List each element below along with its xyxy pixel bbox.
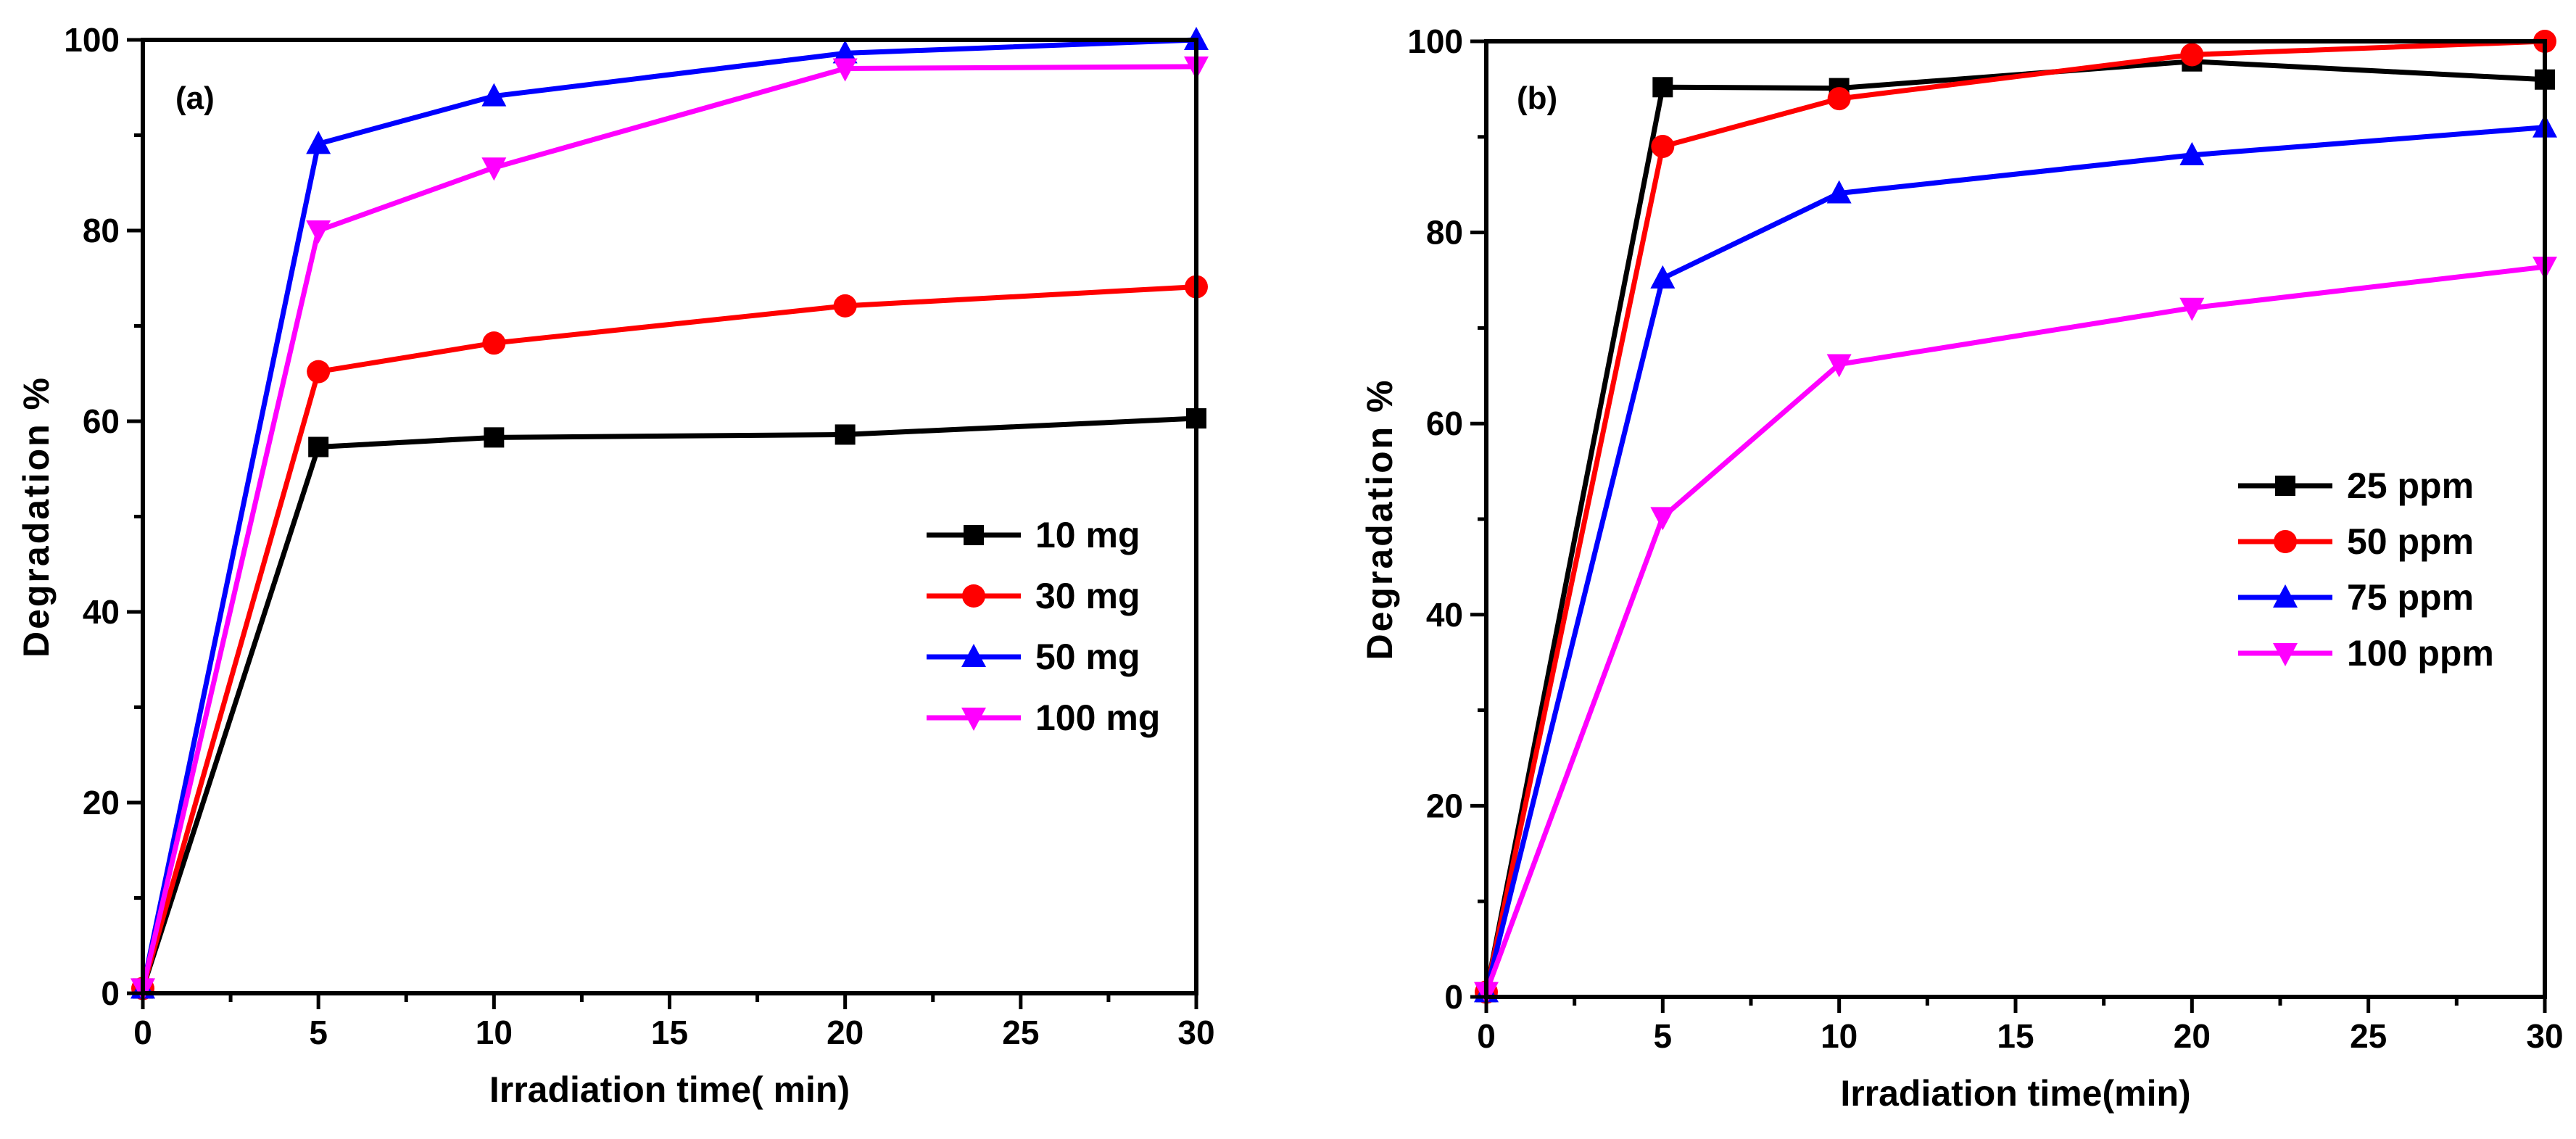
chart-panel-a: 0 5 10 15 20 25 30 0 20 40 60 80 100 Irradiation time… — [16, 21, 1215, 1110]
legend-swatch-marker — [2273, 584, 2298, 608]
x-tick-label: 10 — [476, 1014, 513, 1051]
y-tick-label: 100 — [1407, 22, 1463, 60]
x-tick-label: 20 — [827, 1014, 864, 1051]
data-point — [832, 40, 858, 64]
y-tick-label: 20 — [1426, 787, 1463, 824]
legend-entry: 100 mg — [1035, 697, 1160, 738]
x-tick-label: 0 — [1477, 1017, 1496, 1055]
y-axis-label: Degradation % — [1359, 378, 1400, 660]
x-tick-label: 30 — [1177, 1014, 1214, 1051]
legend-swatch-marker — [2275, 476, 2295, 496]
data-point — [1826, 354, 1852, 378]
x-tick-label: 10 — [1821, 1017, 1858, 1055]
data-point — [307, 360, 331, 384]
x-tick-label: 30 — [2526, 1017, 2563, 1055]
x-tick-label: 15 — [651, 1014, 688, 1051]
data-point — [1650, 507, 1676, 531]
y-tick-label: 0 — [1444, 978, 1463, 1016]
series-line — [1483, 264, 2546, 993]
legend-swatch-marker — [961, 644, 986, 667]
y-axis-label: Degradation % — [16, 376, 57, 658]
data-point — [1826, 180, 1852, 204]
x-tick-label: 25 — [1002, 1014, 1039, 1051]
x-axis-label: Irradiation time( min) — [489, 1069, 850, 1110]
y-tick-label: 20 — [83, 784, 120, 821]
legend-entry: 50 mg — [1035, 637, 1140, 677]
x-axis-label: Irradiation time(min) — [1840, 1073, 2190, 1114]
y-tick-label: 80 — [1426, 214, 1463, 252]
panel-label: (b) — [1517, 80, 1557, 116]
data-point — [308, 436, 329, 457]
legend-entry: 75 ppm — [2347, 577, 2474, 618]
legend-swatch-marker — [962, 584, 985, 608]
data-point — [2179, 141, 2205, 165]
data-point — [834, 424, 856, 445]
x-tick-label: 25 — [2350, 1017, 2387, 1055]
legend: 10 mg 30 mg 50 mg 100 mg — [927, 515, 1160, 738]
x-tick-label: 5 — [309, 1014, 328, 1051]
data-point — [1651, 134, 1675, 158]
x-tick-label: 0 — [133, 1014, 152, 1051]
y-tick-label: 60 — [83, 402, 120, 440]
data-point — [482, 331, 506, 355]
y-tick-label: 40 — [83, 593, 120, 631]
legend-swatch-marker — [964, 525, 984, 545]
data-point — [306, 220, 331, 244]
x-tick-label: 15 — [1997, 1017, 2034, 1055]
legend-entry: 10 mg — [1035, 515, 1140, 555]
data-point — [832, 58, 858, 82]
chart-panel-b: 0 5 10 15 20 25 30 0 20 40 60 80 100 Irradiation time… — [1359, 22, 2564, 1114]
legend-entry: 30 mg — [1035, 576, 1140, 616]
y-tick-label: 100 — [64, 21, 120, 59]
data-point — [306, 131, 331, 154]
y-tick-label: 80 — [83, 212, 120, 249]
x-tick-label: 20 — [2174, 1017, 2211, 1055]
legend-entry: 100 ppm — [2347, 633, 2494, 674]
data-point — [481, 157, 507, 181]
x-tick-label: 5 — [1654, 1017, 1673, 1055]
data-point — [484, 427, 505, 448]
data-point — [1650, 265, 1676, 289]
data-point — [481, 83, 507, 107]
legend-swatch-marker — [2274, 530, 2297, 553]
data-point — [1652, 77, 1673, 98]
data-point — [833, 294, 857, 318]
panel-label: (a) — [175, 80, 215, 116]
legend-entry: 50 ppm — [2347, 521, 2474, 562]
data-point — [2180, 43, 2204, 67]
y-tick-label: 40 — [1426, 596, 1463, 634]
y-tick-label: 60 — [1426, 405, 1463, 442]
legend-entry: 25 ppm — [2347, 465, 2474, 506]
y-tick-label: 0 — [101, 974, 120, 1012]
legend-swatch-marker — [961, 708, 986, 731]
legend-swatch-marker — [2273, 643, 2298, 666]
data-point — [1827, 87, 1851, 111]
legend: 25 ppm 50 ppm 75 ppm 100 ppm — [2238, 465, 2494, 674]
data-point — [2179, 297, 2205, 321]
